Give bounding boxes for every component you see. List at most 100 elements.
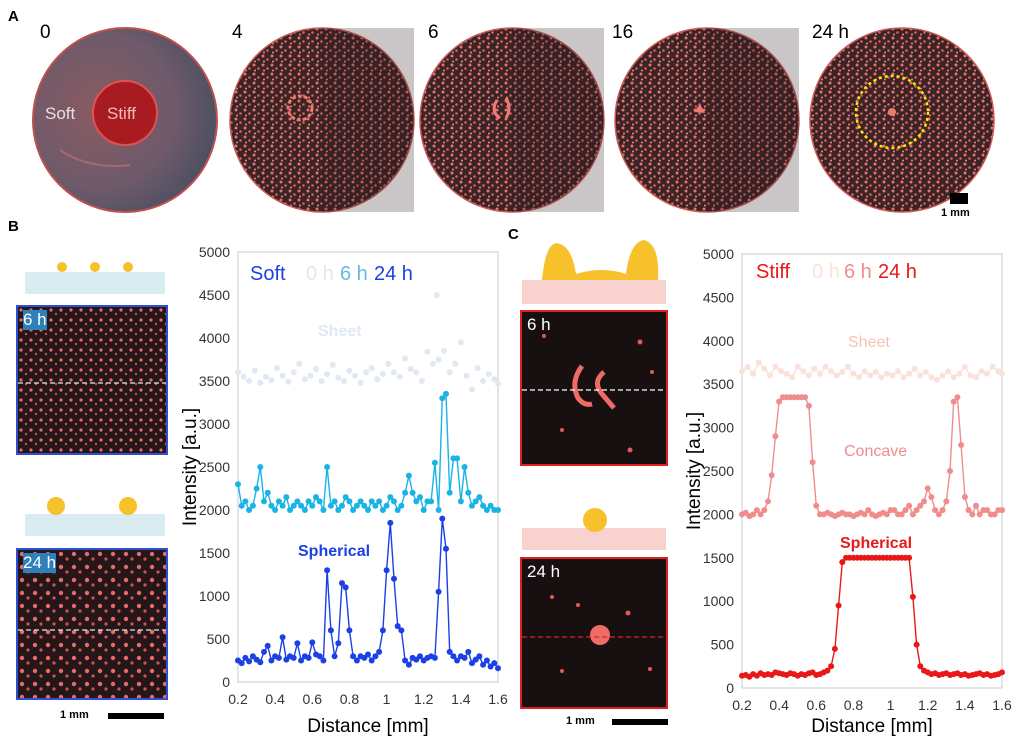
chartc-point-24h [831,645,838,652]
chartb-point-6h [465,489,472,496]
chartc-point-6h [917,502,924,509]
chartc-point-6h [928,494,935,500]
chartb-point-6h [268,502,275,509]
chartc-point-0h [833,372,840,379]
chartc-point-6h [776,398,783,405]
dish-24h [809,27,995,213]
chartc-point-0h [922,369,929,375]
chartb-point-24h [495,665,501,672]
chartb-point-24h [446,648,453,655]
chartc-point-0h [811,365,818,372]
chartb-xtick-label: 1.6 [488,691,508,707]
chartb-point-6h [313,494,319,501]
chart-b-ylabel: Intensity [a.u.] [180,408,201,526]
panel-b-letter: B [8,218,19,235]
chartb-point-24h [443,545,449,552]
chartb-point-6h [417,494,423,501]
chart-c-xlabel: Distance [mm] [811,716,932,737]
chartb-point-0h [324,371,331,378]
chartc-point-24h [913,641,920,648]
chartb-xtick-label: 1.2 [414,691,434,707]
chartc-point-6h [999,507,1005,514]
chartb-point-24h [257,659,264,666]
chartc-point-0h [895,368,901,375]
chartb-point-0h [433,292,440,298]
chartb-point-0h [301,376,308,383]
chartc-point-0h [805,372,812,379]
chart-c-legend-group: Stiff [756,261,791,283]
chartb-point-6h [301,507,308,513]
chartc-point-24h [835,602,842,609]
chartb-point-24h [476,653,483,660]
chartb-point-0h [368,365,375,372]
chartc-point-24h [839,559,846,566]
chartc-xtick-label: 0.6 [807,697,827,713]
chartb-point-0h [435,356,442,363]
chartc-xtick-label: 1.6 [992,697,1012,713]
chartc-point-0h [999,370,1005,377]
chartb-point-6h [420,507,427,513]
chartb-point-6h [305,498,312,505]
chartb-point-6h [257,464,264,470]
chartb-point-24h [398,627,405,634]
chartb-point-24h [480,661,487,668]
chartc-line-24h [741,557,1003,678]
chartb-point-0h [463,372,470,379]
chartb-point-0h [363,369,370,376]
chartb-point-24h [346,627,353,634]
soft-sheet-schematic [25,262,165,294]
chartb-point-6h [320,507,327,513]
chartc-point-0h [978,368,985,375]
chartb-point-6h [435,507,442,513]
chartc-point-6h [935,511,942,518]
chartc-point-6h [891,507,898,514]
chartb-point-0h [480,378,487,384]
chartc-ytick-label: 1500 [703,550,734,566]
chartb-point-24h [391,575,397,582]
chartb-point-24h [324,567,331,574]
chartc-point-0h [828,368,835,375]
chartc-point-0h [744,363,751,370]
chartb-point-6h [335,507,342,513]
chartb-point-24h [417,653,423,660]
chartb-point-6h [238,502,245,509]
chartb-point-24h [454,657,461,664]
chartc-point-0h [789,374,796,381]
chartb-xtick-label: 0.2 [228,691,248,707]
chartc-point-0h [778,368,784,375]
chartb-point-0h [402,355,409,362]
chartb-point-0h [307,372,314,379]
chartc-point-0h [911,365,918,372]
chartc-point-24h [828,663,835,670]
chartb-point-24h [279,634,286,641]
chartc-point-24h [917,663,924,670]
scale-bar-a [950,193,968,204]
chartc-point-6h [969,511,976,518]
chartb-point-0h [407,366,414,372]
chartb-point-6h [483,507,490,513]
chartb-ytick-label: 1000 [199,588,230,604]
chart-b-legend-24h: 24 h [374,263,413,285]
soft-intensity-chart: 0 500 1000 1500 2000 2500 3000 3500 4000 4500 5000… [180,244,508,737]
chartc-ytick-label: 3000 [703,420,734,436]
yellow-dotted-ring [854,74,930,150]
chartc-point-6h [809,459,816,466]
chartb-point-6h [457,498,464,505]
chartb-point-6h [387,494,394,501]
chartb-point-6h [454,455,461,462]
chartb-point-24h [327,627,334,634]
chartc-point-6h [913,507,920,514]
chartb-point-24h [246,658,253,665]
chart-c-ylabel: Intensity [a.u.] [684,412,705,530]
chartb-point-24h [339,580,345,587]
chartc-point-0h [844,363,851,370]
time-label-16: 16 [612,22,634,43]
chartb-point-0h [240,373,247,380]
chartb-point-6h [376,498,383,505]
chart-b-legend-0h: 0 h [306,263,334,285]
chartc-point-0h [856,374,862,381]
chartc-point-0h [878,374,885,381]
chartb-point-0h [446,369,453,376]
chartc-point-6h [772,433,779,440]
chartb-ytick-label: 5000 [199,244,230,260]
